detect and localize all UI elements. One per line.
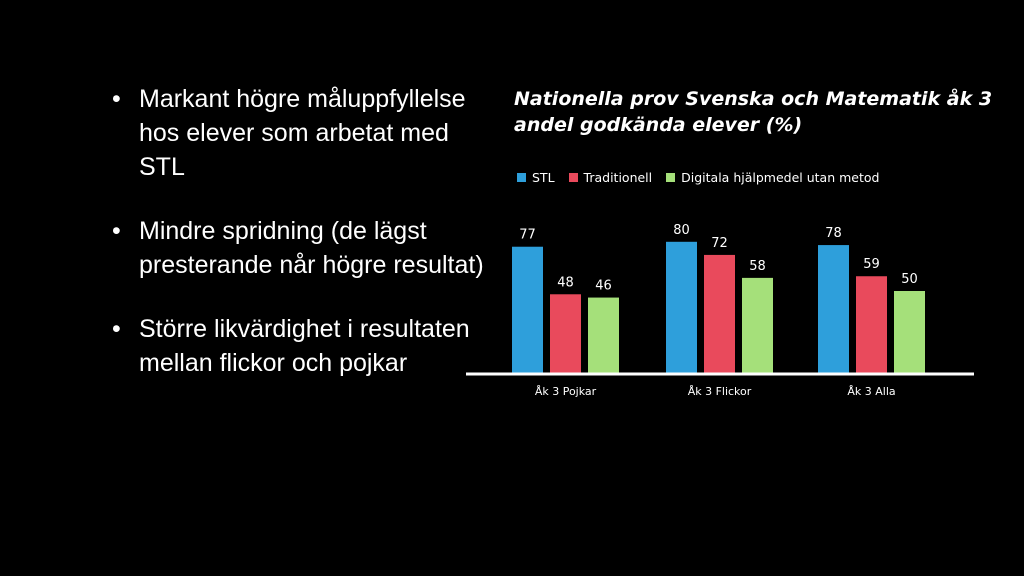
legend-label-stl: STL <box>532 170 555 185</box>
data-label: 80 <box>673 223 690 238</box>
legend-label-digitala: Digitala hjälpmedel utan metod <box>681 170 880 185</box>
data-label: 46 <box>595 279 612 294</box>
data-label: 78 <box>825 226 842 241</box>
bullet-item: Mindre spridning (de lägst presterande n… <box>112 214 492 282</box>
x-tick-label: Åk 3 Flickor <box>688 385 752 398</box>
bar-digitala-0 <box>588 297 619 373</box>
x-tick-label: Åk 3 Alla <box>847 385 895 398</box>
data-label: 59 <box>863 257 880 272</box>
legend-item-traditionell: Traditionell <box>568 170 653 185</box>
bullet-item: Markant högre måluppfyllelse hos elever … <box>112 82 492 184</box>
bar-traditionell-0 <box>550 294 581 373</box>
bullet-list: Markant högre måluppfyllelse hos elever … <box>112 82 492 410</box>
bar-stl-2 <box>818 245 849 373</box>
data-label: 50 <box>901 272 918 287</box>
bar-digitala-2 <box>894 291 925 373</box>
legend-swatch-traditionell <box>568 173 578 182</box>
legend-item-digitala: Digitala hjälpmedel utan metod <box>666 170 879 185</box>
data-label: 58 <box>749 259 766 274</box>
legend-swatch-stl <box>517 173 526 182</box>
bar-stl-1 <box>666 241 697 373</box>
bar-stl-0 <box>512 246 543 373</box>
bullet-item: Större likvärdighet i resultaten mellan … <box>112 312 492 380</box>
chart-title: Nationella prov Svenska och Matematik åk… <box>514 88 993 136</box>
chart-legend: STL Traditionell Digitala hjälpmedel uta… <box>517 170 893 185</box>
legend-swatch-digitala <box>666 173 676 182</box>
bar-traditionell-2 <box>856 276 887 373</box>
bar-traditionell-1 <box>704 254 735 373</box>
legend-item-stl: STL <box>517 170 555 185</box>
data-label: 77 <box>519 228 536 243</box>
bar-digitala-1 <box>742 277 773 373</box>
data-label: 48 <box>557 275 574 290</box>
x-tick-label: Åk 3 Pojkar <box>535 385 597 398</box>
data-label: 72 <box>711 236 728 251</box>
legend-label-traditionell: Traditionell <box>583 170 653 185</box>
